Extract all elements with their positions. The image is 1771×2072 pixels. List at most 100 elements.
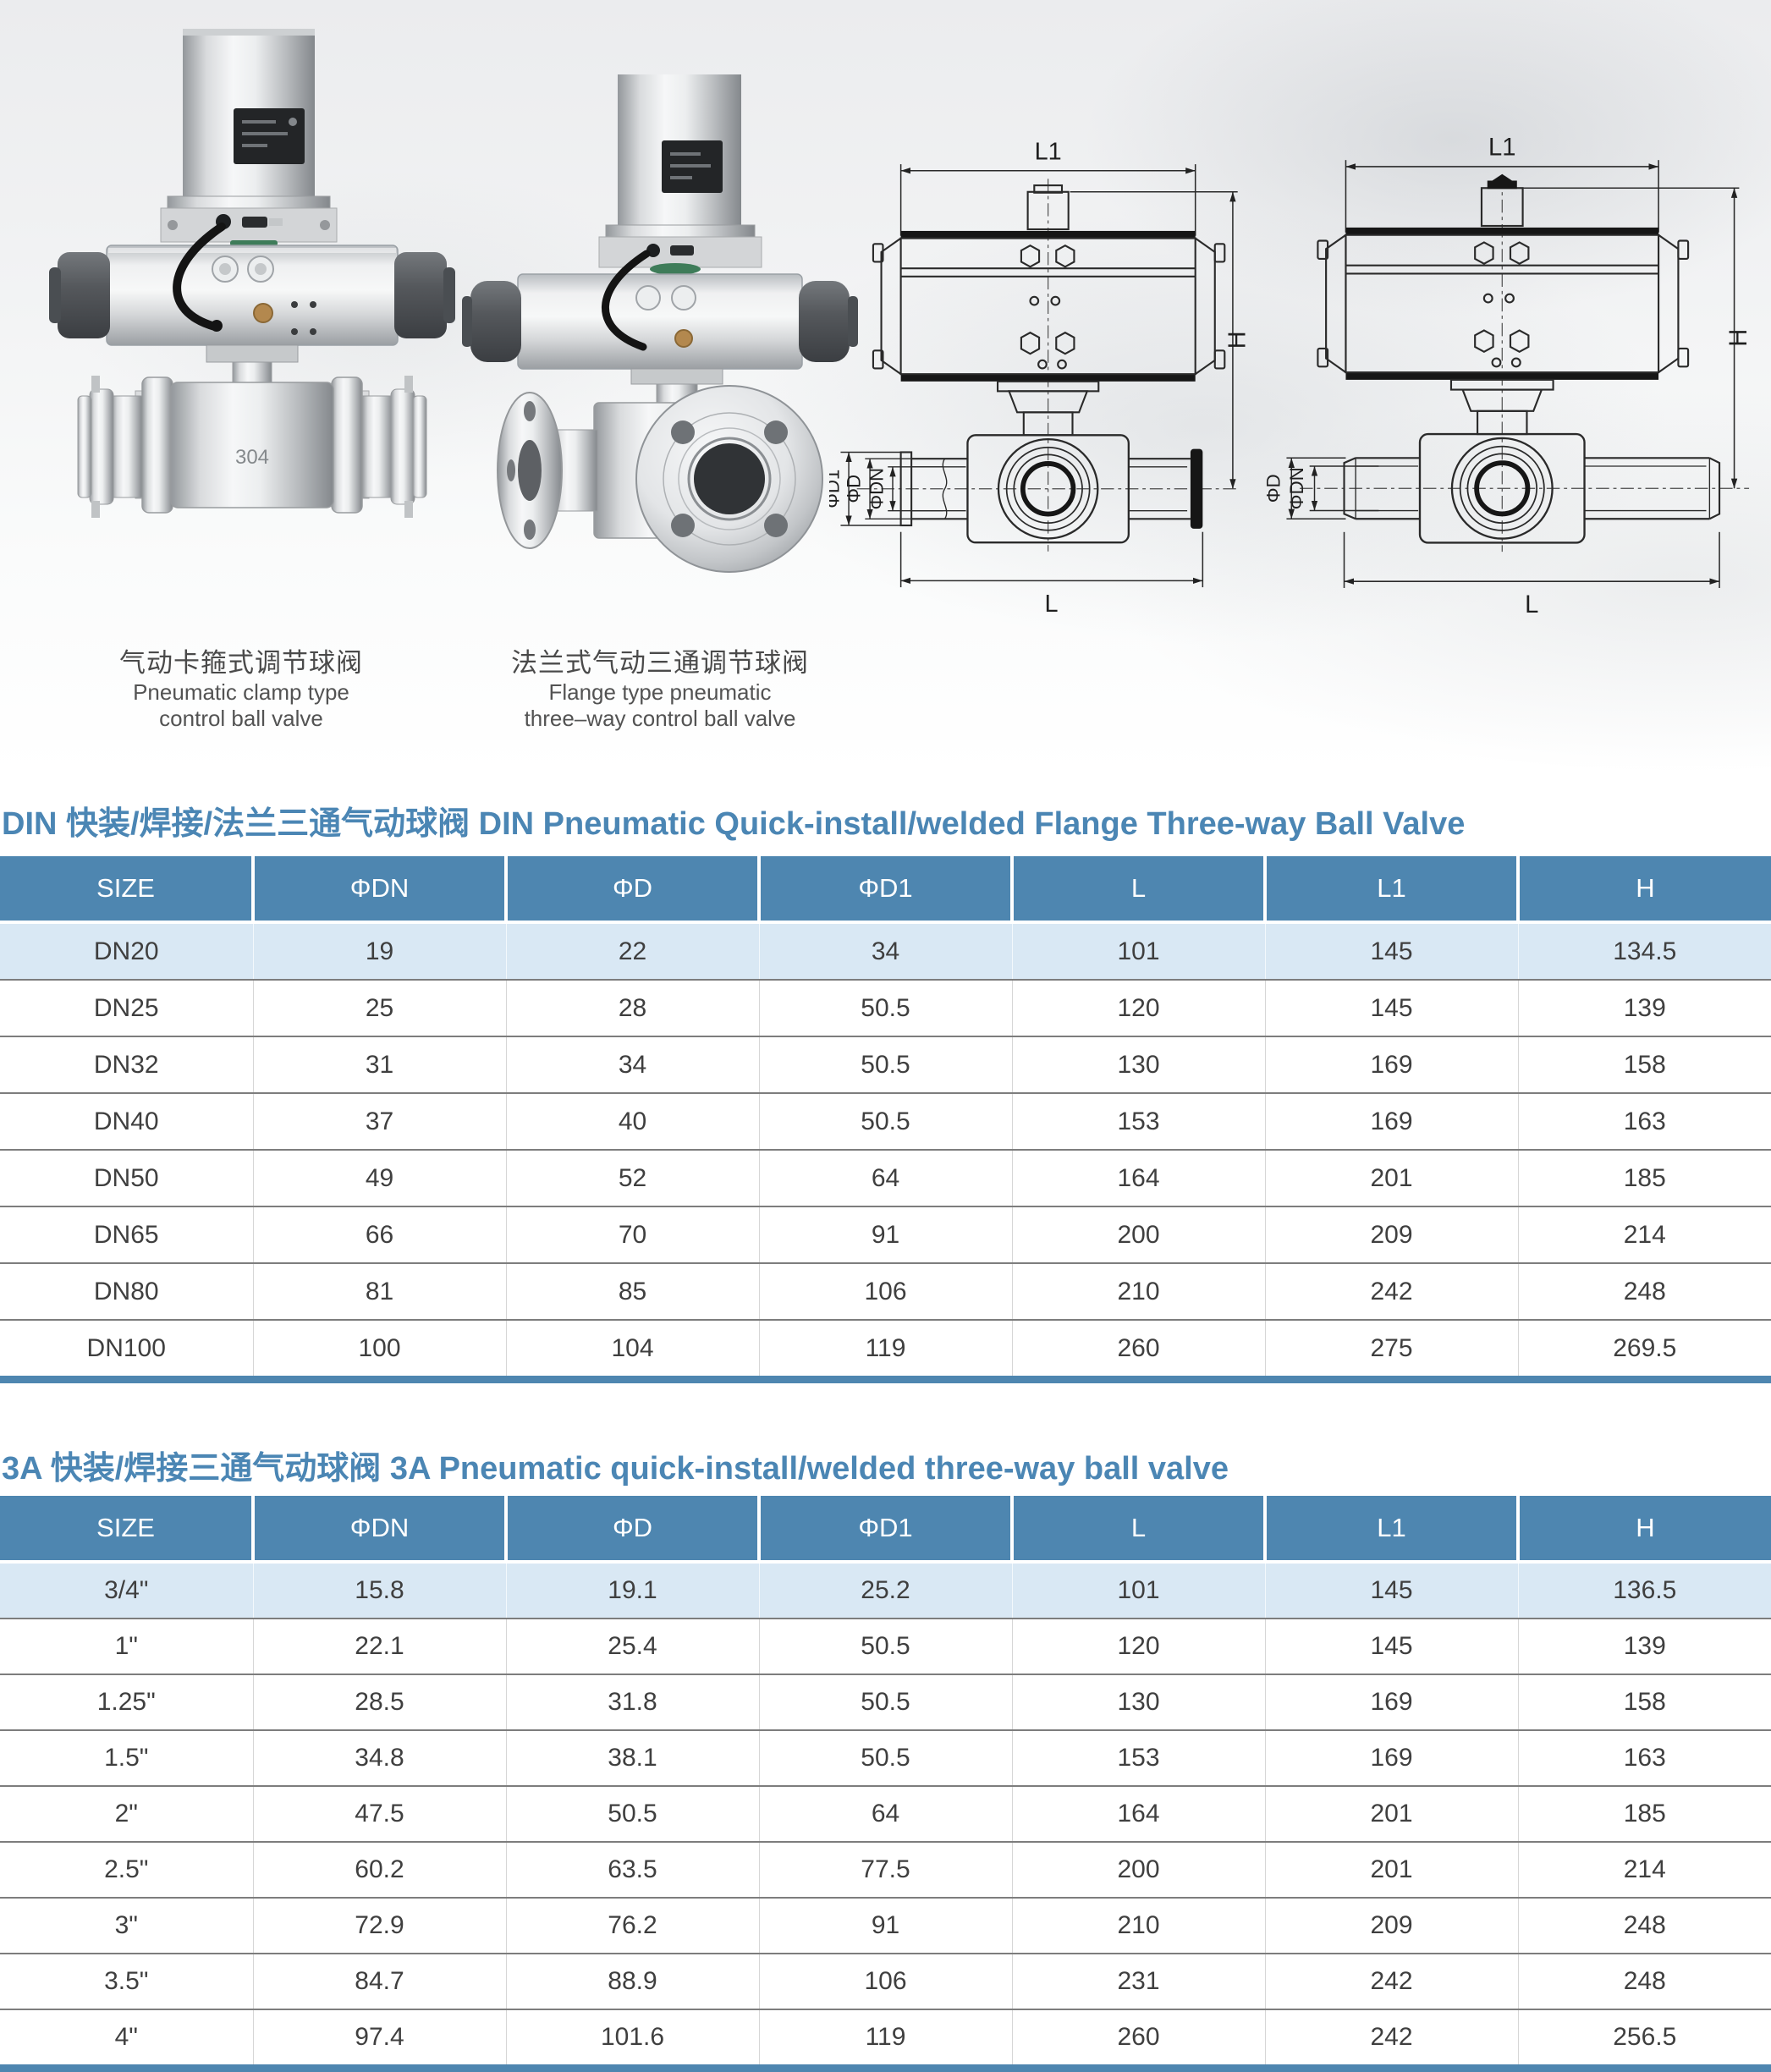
value-cell: 209 [1264,1206,1518,1263]
pneumatic-actuator [462,250,858,370]
value-cell: 119 [758,2009,1012,2064]
value-cell: 70 [505,1206,759,1263]
dim-label-DN: ΦDN [1286,467,1307,509]
drawing-clamp-svg: L1 H [822,138,1251,618]
size-cell: 3/4" [0,1562,253,1619]
value-cell: 97.4 [252,2009,506,2064]
signal-cable [173,223,226,331]
photo-caption-flange: 法兰式气动三通调节球阀 Flange type pneumatic three–… [457,641,863,731]
column-header: L [1010,856,1265,924]
value-cell: 130 [1011,1036,1265,1093]
table-row: 3" 72.9 76.2 91 210 209 248 [0,1897,1771,1954]
value-cell: 66 [252,1206,506,1263]
column-header: ΦD1 [757,1496,1012,1564]
positioner-cylinder [167,29,331,209]
valve-outline [899,434,1203,544]
size-cell: DN80 [0,1262,253,1320]
flange-valve-body [497,368,823,573]
value-cell: 15.8 [252,1562,506,1619]
size-cell: 4" [0,2009,253,2064]
column-header: ΦD [504,1496,759,1564]
value-cell: 52 [505,1149,759,1206]
value-cell: 34 [758,922,1012,980]
dim-diameters [1286,457,1379,519]
dim-label-L1: L1 [1035,140,1062,165]
column-header: ΦDN [251,1496,506,1564]
actuator-outline [872,184,1226,437]
header-row: SIZE ΦDN ΦD ΦD1 L L1 H [0,856,1771,924]
technical-drawing-clamp: L1 H [822,138,1252,618]
size-cell: 2.5" [0,1841,253,1898]
value-cell: 22 [505,922,759,980]
brass-vent [674,329,693,348]
value-cell: 242 [1264,1262,1518,1320]
value-cell: 34 [505,1036,759,1093]
value-cell: 119 [758,1319,1012,1376]
value-cell: 209 [1264,1897,1518,1954]
value-cell: 88.9 [505,1953,759,2009]
size-cell: 1.5" [0,1729,253,1786]
value-cell: 50.5 [758,1092,1012,1150]
value-cell: 260 [1011,2009,1265,2064]
value-cell: 85 [505,1262,759,1320]
photo-caption-clamp: 气动卡箍式调节球阀 Pneumatic clamp type control b… [59,641,423,731]
value-cell: 120 [1011,979,1265,1036]
section-title-3a: 3A 快装/焊接三通气动球阀 3A Pneumatic quick-instal… [2,1451,1229,1487]
value-cell: 260 [1011,1319,1265,1376]
table-row: DN25 25 28 50.5 120 145 139 [0,979,1771,1036]
table-row: DN65 66 70 91 200 209 214 [0,1206,1771,1263]
value-cell: 31 [252,1036,506,1093]
table-row: DN80 81 85 106 210 242 248 [0,1262,1771,1320]
value-cell: 25.2 [758,1562,1012,1619]
value-cell: 163 [1517,1092,1771,1150]
value-cell: 25.4 [505,1618,759,1674]
value-cell: 231 [1011,1953,1265,2009]
brass-vent [253,303,273,323]
table-row: 1.5" 34.8 38.1 50.5 153 169 163 [0,1729,1771,1786]
value-cell: 76.2 [505,1897,759,1954]
value-cell: 19 [252,922,506,980]
value-cell: 47.5 [252,1785,506,1842]
value-cell: 40 [505,1092,759,1150]
value-cell: 145 [1264,1618,1518,1674]
value-cell: 106 [758,1953,1012,2009]
value-cell: 60.2 [252,1841,506,1898]
table-row: 1" 22.1 25.4 50.5 120 145 139 [0,1618,1771,1674]
value-cell: 101.6 [505,2009,759,2064]
size-cell: DN40 [0,1092,253,1150]
value-cell: 201 [1264,1841,1518,1898]
value-cell: 139 [1517,979,1771,1036]
column-header: ΦD1 [757,856,1012,924]
value-cell: 50.5 [758,1729,1012,1786]
value-cell: 84.7 [252,1953,506,2009]
actuator-outline [1317,173,1690,436]
dim-label-H: H [1224,331,1251,349]
technical-drawing-weld: L1 H [1257,134,1764,622]
value-cell: 242 [1264,1953,1518,2009]
value-cell: 275 [1264,1319,1518,1376]
value-cell: 169 [1264,1036,1518,1093]
value-cell: 248 [1517,1262,1771,1320]
size-cell: 1" [0,1618,253,1674]
table-row: 4" 97.4 101.6 119 260 242 256.5 [0,2009,1771,2064]
value-cell: 164 [1011,1149,1265,1206]
pneumatic-actuator [49,223,455,346]
header-row: SIZE ΦDN ΦD ΦD1 L L1 H [0,1496,1771,1564]
value-cell: 50.5 [758,1036,1012,1093]
value-cell: 139 [1517,1618,1771,1674]
value-cell: 64 [758,1149,1012,1206]
table-row: 3/4" 15.8 19.1 25.2 101 145 136.5 [0,1562,1771,1619]
value-cell: 158 [1517,1036,1771,1093]
caption-zh: 气动卡箍式调节球阀 [119,648,363,678]
value-cell: 242 [1264,2009,1518,2064]
table-row: 2" 47.5 50.5 64 164 201 185 [0,1785,1771,1842]
table-row: 2.5" 60.2 63.5 77.5 200 201 214 [0,1841,1771,1898]
hero-section: 304 [0,0,1771,774]
value-cell: 201 [1264,1149,1518,1206]
value-cell: 269.5 [1517,1319,1771,1376]
value-cell: 210 [1011,1262,1265,1320]
din-spec-table: SIZE ΦDN ΦD ΦD1 L L1 H DN20 19 22 34 101 145 134.5 DN… [0,856,1771,1376]
table-bottom-bar [0,2064,1771,2072]
clamp-ball-valve-body: 304 [77,344,427,518]
dim-label-DN: ΦDN [866,468,887,510]
